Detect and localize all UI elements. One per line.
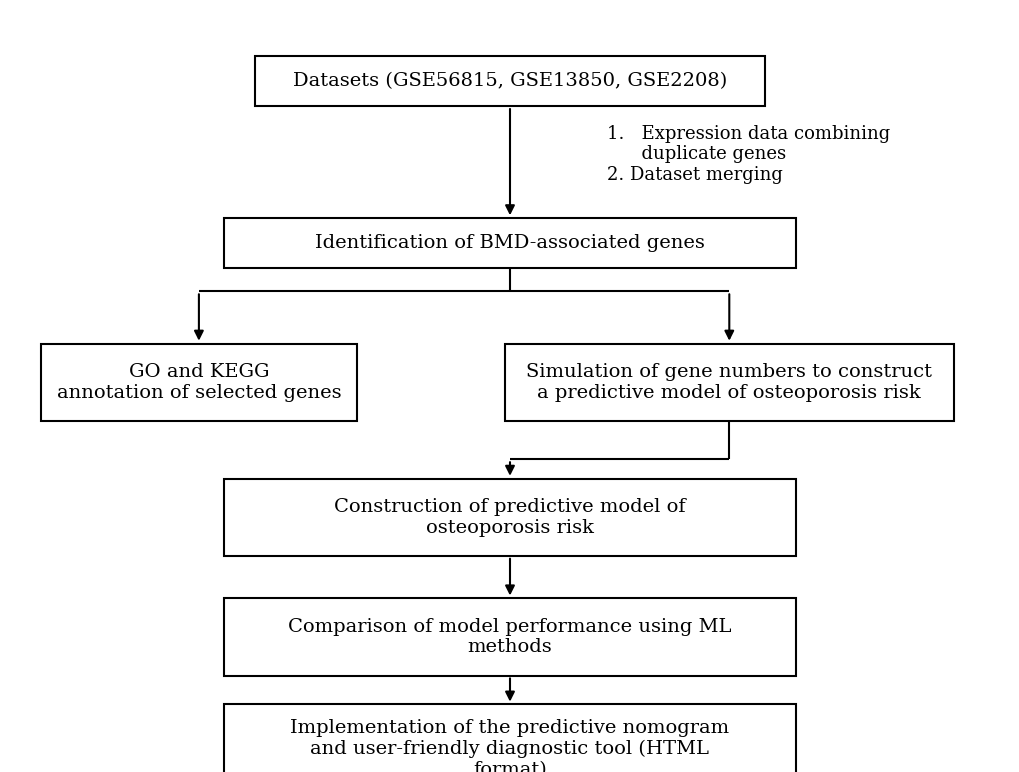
FancyBboxPatch shape xyxy=(224,218,795,268)
FancyBboxPatch shape xyxy=(504,344,953,421)
FancyBboxPatch shape xyxy=(41,344,357,421)
Text: Comparison of model performance using ML
methods: Comparison of model performance using ML… xyxy=(288,618,731,656)
Text: Implementation of the predictive nomogram
and user-friendly diagnostic tool (HTM: Implementation of the predictive nomogra… xyxy=(290,719,729,772)
FancyBboxPatch shape xyxy=(255,56,764,106)
Text: Construction of predictive model of
osteoporosis risk: Construction of predictive model of oste… xyxy=(334,498,685,537)
Text: Identification of BMD-associated genes: Identification of BMD-associated genes xyxy=(315,234,704,252)
FancyBboxPatch shape xyxy=(224,704,795,772)
Text: Simulation of gene numbers to construct
a predictive model of osteoporosis risk: Simulation of gene numbers to construct … xyxy=(526,363,931,401)
FancyBboxPatch shape xyxy=(224,479,795,556)
FancyBboxPatch shape xyxy=(224,598,795,676)
Text: Datasets (GSE56815, GSE13850, GSE2208): Datasets (GSE56815, GSE13850, GSE2208) xyxy=(292,72,727,90)
Text: GO and KEGG
annotation of selected genes: GO and KEGG annotation of selected genes xyxy=(56,363,341,401)
Text: 1.   Expression data combining
      duplicate genes
2. Dataset merging: 1. Expression data combining duplicate g… xyxy=(606,124,890,185)
